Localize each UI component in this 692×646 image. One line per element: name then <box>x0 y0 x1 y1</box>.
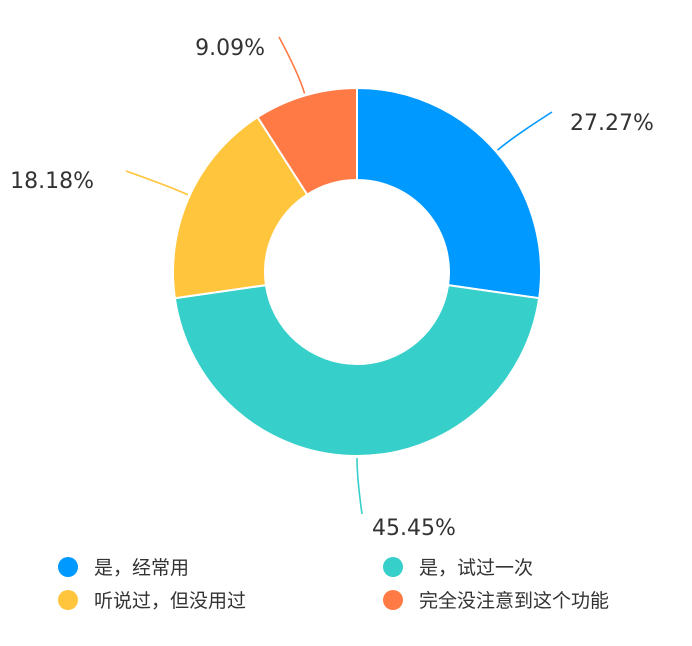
slice-value-label-1: 45.45% <box>372 516 456 540</box>
slice-value-label-3: 9.09% <box>195 36 265 61</box>
legend-swatch-1 <box>383 556 403 577</box>
legend-swatch-2 <box>58 589 78 610</box>
legend-item-1[interactable]: 是，试过一次 <box>383 553 533 580</box>
legend-label-3: 完全没注意到这个功能 <box>419 590 610 612</box>
legend-label-0: 是，经常用 <box>94 557 190 579</box>
legend-item-2[interactable]: 听说过，但没用过 <box>58 586 246 613</box>
leader-line-1 <box>356 457 363 515</box>
slice-value-label-2: 18.18% <box>10 169 94 194</box>
legend-label-1: 是，试过一次 <box>419 557 534 579</box>
leader-line-0 <box>497 111 553 151</box>
donut-slice-3[interactable] <box>256 86 358 196</box>
legend-label-2: 听说过，但没用过 <box>94 590 247 612</box>
donut-slice-2[interactable] <box>172 115 309 300</box>
leader-line-3 <box>278 36 306 94</box>
legend-swatch-0 <box>58 556 78 577</box>
donut-slice-1[interactable] <box>173 283 541 457</box>
donut-slice-0[interactable] <box>356 86 542 300</box>
legend-item-3[interactable]: 完全没注意到这个功能 <box>383 586 609 613</box>
legend-swatch-3 <box>383 589 403 610</box>
slice-value-label-0: 27.27% <box>570 111 654 136</box>
donut-chart: 27.27% 45.45% 18.18% 9.09% <box>10 36 654 540</box>
leader-line-2 <box>125 170 189 196</box>
legend-item-0[interactable]: 是，经常用 <box>58 553 189 580</box>
